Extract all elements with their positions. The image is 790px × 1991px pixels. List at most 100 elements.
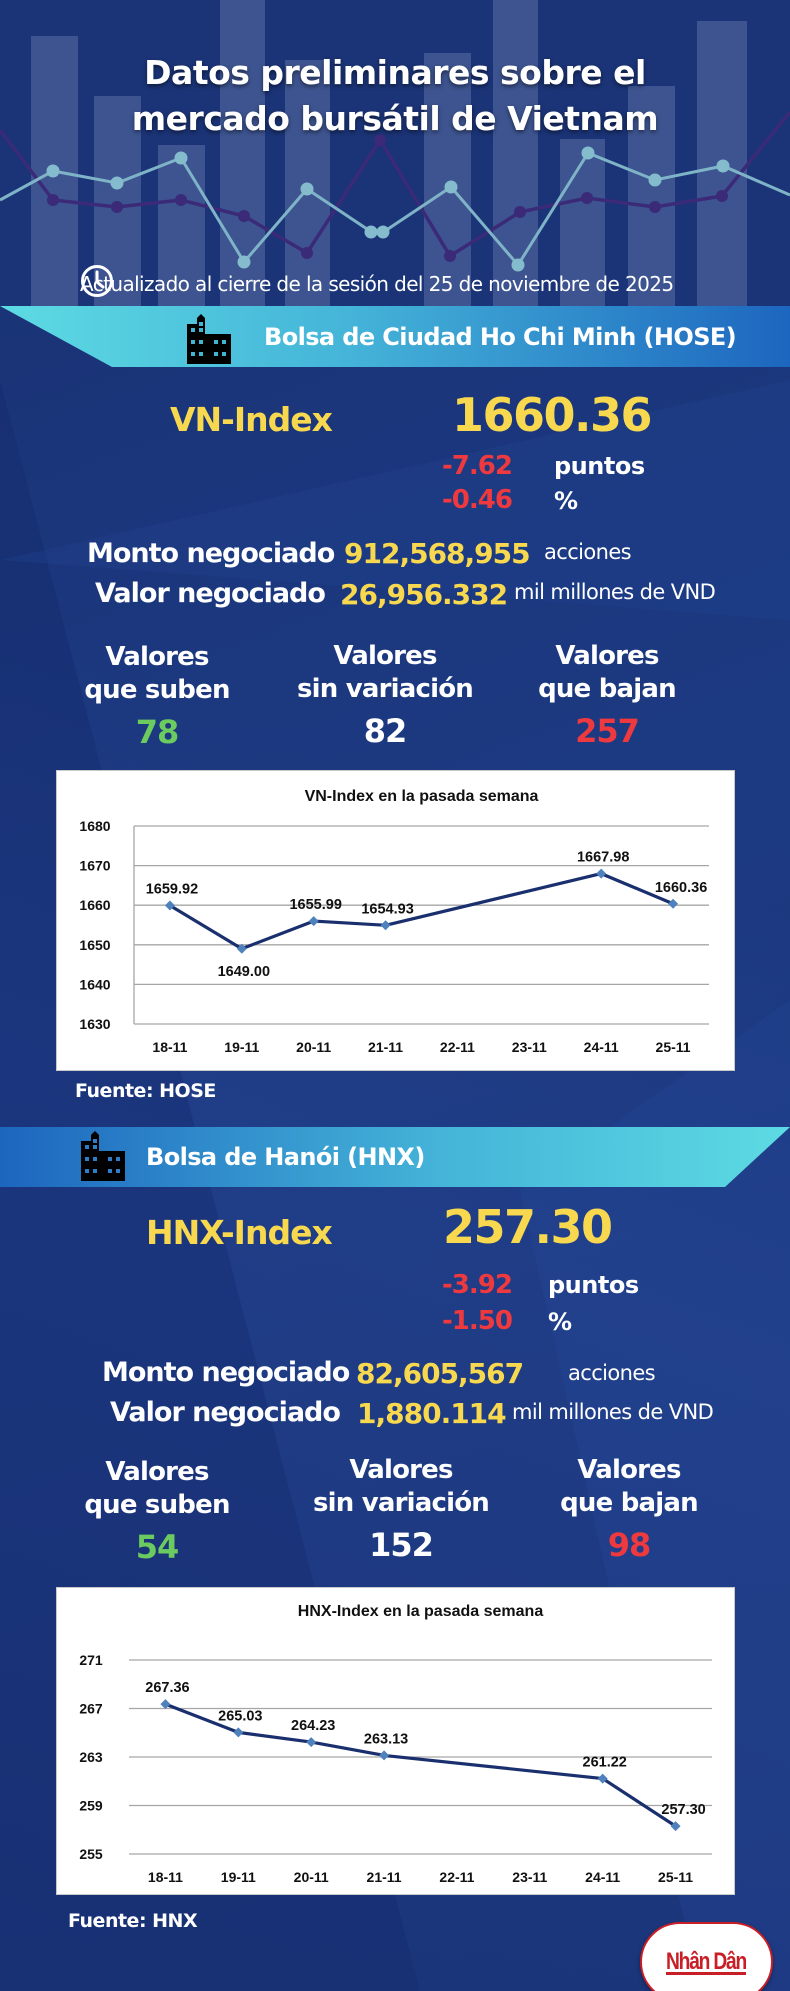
data-label: 1659.92 <box>146 882 198 898</box>
unchanged-count: 152 <box>369 1526 434 1564</box>
value-label: Valor negociado <box>110 1397 341 1428</box>
value-value: 26,956.332 <box>340 578 508 611</box>
y-tick-label: 1670 <box>79 858 110 874</box>
data-point-marker <box>596 868 607 879</box>
y-tick-label: 1630 <box>79 1016 110 1032</box>
value-unit: mil millones de VND <box>512 1400 714 1424</box>
advancers-count: 54 <box>135 1528 180 1566</box>
vn-index-label: VN-Index <box>170 400 333 439</box>
x-tick-label: 21-11 <box>367 1869 402 1885</box>
data-point-marker <box>164 900 175 911</box>
data-label: 267.36 <box>145 1680 189 1696</box>
x-tick-label: 22-11 <box>440 1039 475 1055</box>
hnx-source: Fuente: HNX <box>68 1910 198 1932</box>
hose-section-title: Bolsa de Ciudad Ho Chi Minh (HOSE) <box>264 322 737 351</box>
building-icon <box>187 314 231 364</box>
data-point-marker <box>236 943 247 954</box>
clock-icon <box>81 265 113 297</box>
data-point-marker <box>668 898 679 909</box>
data-label: 1660.36 <box>655 880 707 896</box>
data-label: 1667.98 <box>577 850 629 866</box>
value-value: 1,880.114 <box>357 1397 507 1430</box>
data-label: 263.13 <box>364 1731 408 1747</box>
page-title: Datos preliminares sobre el mercado burs… <box>131 53 659 138</box>
data-label: 1649.00 <box>218 964 270 980</box>
y-tick-label: 1640 <box>79 976 110 992</box>
change-points-unit: puntos <box>548 1271 639 1299</box>
data-point-marker <box>160 1699 171 1710</box>
hnx-index-label: HNX-Index <box>146 1213 333 1252</box>
header: Datos preliminares sobre el mercado burs… <box>0 0 790 306</box>
decliners-count: 257 <box>575 712 640 750</box>
chart-title: VN-Index en la pasada semana <box>305 788 539 805</box>
x-tick-label: 25-11 <box>656 1039 691 1055</box>
value-unit: mil millones de VND <box>514 580 716 604</box>
building-icon <box>81 1131 125 1181</box>
x-tick-label: 21-11 <box>368 1039 403 1055</box>
hose-section-header: Bolsa de Ciudad Ho Chi Minh (HOSE) <box>0 306 790 367</box>
decliners-stat: Valores que bajan 257 <box>502 640 712 752</box>
advancers-count: 78 <box>135 713 180 751</box>
y-tick-label: 1650 <box>79 937 110 953</box>
data-point-marker <box>597 1773 608 1784</box>
header-decoration <box>0 0 790 306</box>
x-tick-label: 19-11 <box>221 1869 256 1885</box>
y-tick-label: 259 <box>79 1798 103 1814</box>
data-label: 257.30 <box>661 1802 705 1818</box>
hnx-index-chart: HNX-Index en la pasada semana 255 259 263 26… <box>56 1587 735 1895</box>
unchanged-count: 82 <box>363 712 408 750</box>
volume-value: 82,605,567 <box>356 1357 524 1390</box>
hose-source: Fuente: HOSE <box>75 1080 216 1102</box>
x-tick-label: 20-11 <box>294 1869 329 1885</box>
volume-unit: acciones <box>568 1361 656 1385</box>
hnx-index-line-chart: HNX-Index en la pasada semana 255 259 263 26… <box>79 1603 712 1885</box>
y-tick-label: 263 <box>79 1749 103 1765</box>
hnx-index-change-percent: -1.50 <box>442 1306 513 1336</box>
y-tick-label: 255 <box>79 1846 103 1862</box>
data-label: 1655.99 <box>289 897 341 913</box>
data-point-marker <box>306 1737 317 1748</box>
hnx-index-value: 257.30 <box>443 1200 613 1254</box>
vn-index-change-points: -7.62 <box>442 451 513 481</box>
volume-label: Monto negociado <box>87 538 335 569</box>
data-label: 261.22 <box>583 1755 627 1771</box>
volume-value: 912,568,955 <box>344 537 531 570</box>
y-tick-label: 267 <box>79 1701 103 1717</box>
x-tick-label: 19-11 <box>224 1039 259 1055</box>
x-tick-label: 18-11 <box>148 1869 183 1885</box>
updated-timestamp: Actualizado al cierre de la sesión del 2… <box>80 264 674 304</box>
hnx-section-title: Bolsa de Hanói (HNX) <box>146 1143 425 1171</box>
y-tick-label: 1660 <box>79 897 110 913</box>
x-tick-label: 24-11 <box>584 1039 619 1055</box>
x-tick-label: 20-11 <box>296 1039 331 1055</box>
volume-unit: acciones <box>544 540 632 564</box>
x-tick-label: 24-11 <box>585 1869 620 1885</box>
value-label: Valor negociado <box>95 578 326 609</box>
y-tick-label: 1680 <box>79 818 110 834</box>
hnx-index-change-points: -3.92 <box>442 1270 513 1300</box>
x-tick-label: 25-11 <box>658 1869 693 1885</box>
x-tick-label: 23-11 <box>512 1039 547 1055</box>
change-points-unit: puntos <box>554 452 645 480</box>
data-point-marker <box>308 916 319 927</box>
unchanged-stat: Valores sin variación 152 <box>296 1454 506 1566</box>
series-line <box>164 1702 677 1828</box>
vn-index-line-chart: VN-Index en la pasada semana 1630 1640 1650… <box>79 788 709 1055</box>
volume-label: Monto negociado <box>102 1357 350 1388</box>
data-label: 265.03 <box>218 1708 262 1724</box>
y-tick-label: 271 <box>79 1652 103 1668</box>
x-tick-label: 22-11 <box>439 1869 474 1885</box>
data-label: 1654.93 <box>361 901 413 917</box>
change-percent-unit: % <box>554 487 578 515</box>
advancers-stat: Valores que suben 78 <box>52 641 262 753</box>
data-point-marker <box>380 920 391 931</box>
vn-index-chart: VN-Index en la pasada semana 1630 1640 1650… <box>56 770 735 1071</box>
series-line <box>169 871 674 951</box>
hnx-section-header: Bolsa de Hanói (HNX) <box>0 1127 790 1187</box>
chart-title: HNX-Index en la pasada semana <box>298 1603 544 1620</box>
x-tick-label: 18-11 <box>152 1039 187 1055</box>
x-tick-label: 23-11 <box>512 1869 547 1885</box>
advancers-stat: Valores que suben 54 <box>52 1456 262 1568</box>
vn-index-value: 1660.36 <box>452 388 653 442</box>
decliners-stat: Valores que bajan 98 <box>524 1454 734 1566</box>
